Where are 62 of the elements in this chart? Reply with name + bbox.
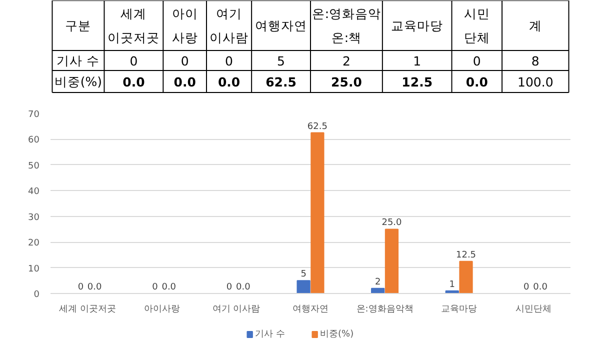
text: 0	[130, 54, 138, 68]
text: 25.0	[331, 74, 362, 90]
data-label: 0	[524, 282, 530, 292]
text: 계	[528, 18, 542, 33]
bar	[296, 280, 310, 294]
x-tick-label: 아이사랑	[144, 304, 180, 314]
text: 0.0	[122, 74, 145, 90]
text: 기사 수	[56, 53, 100, 68]
data-label: 0.0	[236, 282, 251, 292]
text: 62.5	[266, 74, 296, 90]
y-tick-label: 40	[28, 187, 40, 198]
data-label: 0	[226, 282, 232, 292]
bar	[384, 228, 399, 294]
y-tick-label: 70	[28, 110, 40, 120]
text: 여행자연	[255, 18, 308, 33]
text: 세계 이곳저곳	[108, 6, 160, 45]
text: 온:영화음악 온:책	[312, 6, 382, 45]
data-label: 62.5	[307, 122, 328, 132]
x-tick-label: 교육마당	[441, 304, 478, 314]
text: 아이 사랑	[172, 6, 198, 45]
y-tick-label: 10	[28, 264, 40, 274]
text: 교육마당	[391, 18, 444, 33]
text: 0.0	[218, 74, 240, 90]
legend-label: 기사 수	[255, 330, 285, 340]
x-tick-label: 세계 이곳저곳	[59, 304, 116, 314]
y-tick-label: 30	[28, 212, 40, 223]
bar	[459, 260, 473, 294]
text: 12.5	[402, 74, 433, 90]
text: 시민 단체	[464, 6, 490, 45]
text: 8	[531, 54, 540, 68]
text: 비중(%)	[54, 74, 102, 89]
data-label: 0.0	[87, 282, 102, 292]
text: 1	[413, 54, 422, 68]
y-tick-label: 50	[28, 161, 40, 172]
data-label: 25.0	[382, 218, 402, 228]
y-tick-label: 60	[28, 136, 40, 146]
x-tick-label: 여기 이사람	[212, 304, 260, 314]
legend-label: 비중(%)	[320, 330, 354, 340]
text: 0	[225, 54, 234, 68]
bar	[310, 132, 324, 294]
text: 여기 이사람	[210, 6, 249, 45]
data-label: 1	[449, 280, 455, 290]
text: 5	[277, 54, 286, 68]
data-label: 2	[374, 277, 381, 288]
y-tick-label: 0	[34, 290, 40, 300]
y-tick-label: 20	[28, 238, 40, 249]
text: 0	[180, 54, 189, 68]
x-tick-label: 시민단체	[515, 304, 552, 314]
text: 0.0	[174, 74, 196, 90]
text: 0.0	[466, 74, 488, 90]
data-label: 0.0	[533, 282, 548, 292]
data-label: 5	[300, 270, 306, 280]
data-label: 0	[152, 282, 158, 292]
data-label: 12.5	[456, 250, 476, 260]
data-label: 0.0	[162, 282, 176, 292]
text: 2	[342, 54, 350, 68]
data-label: 0	[78, 282, 84, 292]
x-tick-label: 여행자연	[292, 304, 328, 314]
x-tick-label: 온:영화음악책	[356, 304, 414, 314]
text: 100.0	[518, 74, 554, 90]
text: 구분	[65, 18, 92, 33]
text: 0	[472, 54, 481, 68]
